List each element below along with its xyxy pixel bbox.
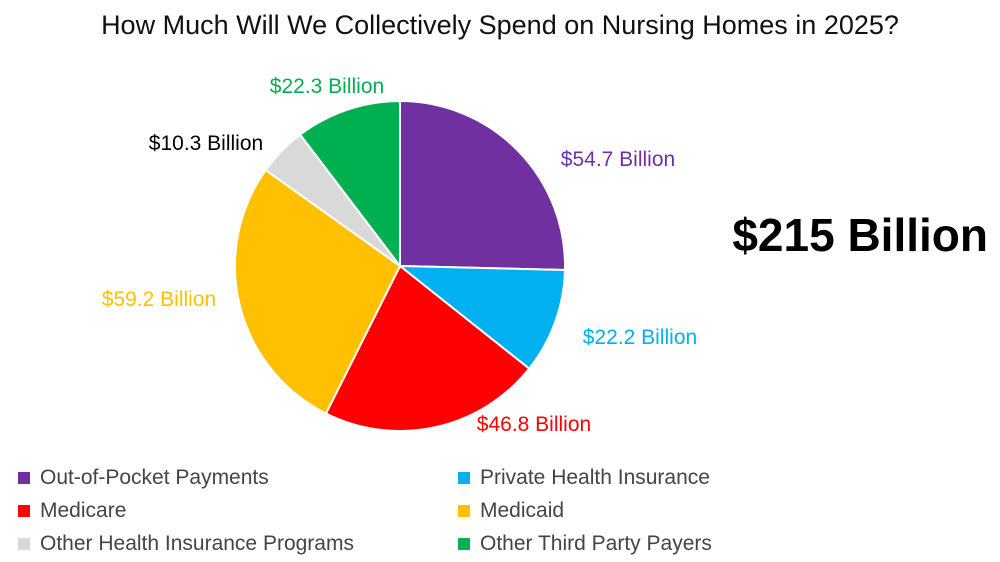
legend-label: Out-of-Pocket Payments: [40, 466, 269, 489]
pie-slice: [324, 264, 531, 432]
slice-data-label: $59.2 Billion: [102, 288, 216, 311]
pie-slice: [397, 264, 566, 371]
legend-label: Medicaid: [480, 499, 565, 522]
legend-swatch: [18, 505, 30, 517]
legend-label: Other Third Party Payers: [480, 532, 712, 555]
legend-swatch: [18, 472, 30, 484]
chart-title: How Much Will We Collectively Spend on N…: [101, 10, 899, 40]
legend-swatch: [458, 538, 470, 550]
pie-slice: [234, 168, 402, 415]
legend-label: Private Health Insurance: [480, 466, 710, 489]
slice-data-label: $46.8 Billion: [477, 413, 591, 436]
legend-item-other-third-party: Other Third Party Payers: [458, 532, 712, 556]
legend-item-medicare: Medicare: [18, 499, 126, 523]
legend-item-other-insurance: Other Health Insurance Programs: [18, 532, 354, 556]
legend-swatch: [458, 505, 470, 517]
legend-item-out-of-pocket: Out-of-Pocket Payments: [18, 466, 269, 490]
slice-data-label: $54.7 Billion: [561, 148, 675, 171]
legend-swatch: [18, 538, 30, 550]
legend-item-private-insurance: Private Health Insurance: [458, 466, 710, 490]
legend-item-medicaid: Medicaid: [458, 499, 564, 523]
slice-data-label: $22.2 Billion: [583, 326, 697, 349]
legend-label: Medicare: [40, 499, 127, 522]
legend-label: Other Health Insurance Programs: [40, 532, 354, 555]
slice-data-label: $22.3 Billion: [270, 75, 384, 98]
pie-slice: [298, 99, 401, 269]
legend-swatch: [458, 472, 470, 484]
slice-data-label: $10.3 Billion: [149, 132, 263, 155]
total-amount: $215 Billion: [732, 209, 988, 261]
pie-slice: [399, 99, 566, 271]
